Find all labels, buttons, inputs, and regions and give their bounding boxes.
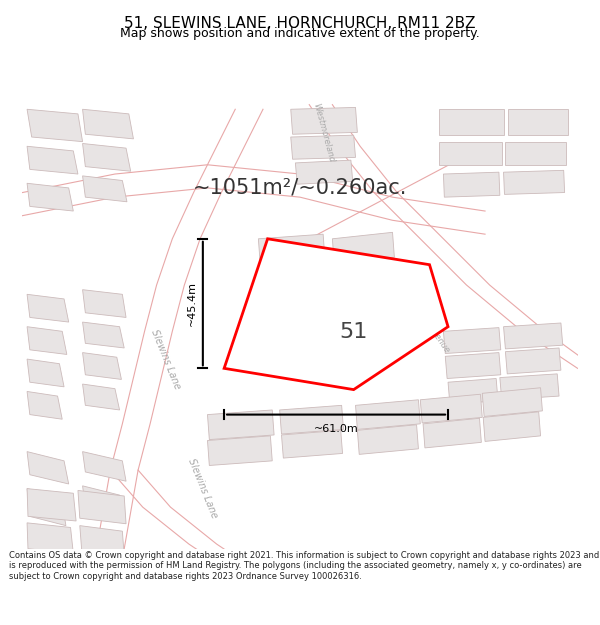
Polygon shape — [423, 418, 481, 448]
Polygon shape — [334, 258, 394, 289]
Text: Map shows position and indicative extent of the property.: Map shows position and indicative extent… — [120, 28, 480, 40]
Polygon shape — [83, 322, 124, 348]
Polygon shape — [505, 348, 561, 374]
Polygon shape — [443, 172, 500, 197]
Polygon shape — [80, 526, 124, 555]
Polygon shape — [83, 289, 126, 318]
Polygon shape — [224, 239, 448, 389]
Polygon shape — [27, 183, 73, 211]
Polygon shape — [280, 406, 343, 434]
Polygon shape — [83, 452, 126, 481]
Polygon shape — [78, 491, 126, 524]
Polygon shape — [27, 146, 78, 174]
Polygon shape — [281, 431, 343, 458]
Polygon shape — [291, 135, 356, 159]
Polygon shape — [420, 394, 482, 423]
Polygon shape — [358, 425, 418, 454]
Polygon shape — [83, 109, 133, 139]
Polygon shape — [27, 391, 62, 419]
Polygon shape — [27, 109, 83, 142]
Polygon shape — [439, 142, 502, 165]
Polygon shape — [261, 285, 320, 313]
Polygon shape — [83, 176, 127, 202]
Polygon shape — [259, 259, 322, 288]
Polygon shape — [27, 294, 68, 322]
Polygon shape — [295, 160, 353, 184]
Polygon shape — [27, 327, 67, 354]
Text: 51: 51 — [340, 321, 368, 341]
Polygon shape — [83, 384, 119, 410]
Polygon shape — [439, 109, 503, 135]
Polygon shape — [448, 379, 498, 404]
Text: Contains OS data © Crown copyright and database right 2021. This information is : Contains OS data © Crown copyright and d… — [9, 551, 599, 581]
Polygon shape — [22, 165, 485, 234]
Text: Slewins Lane: Slewins Lane — [149, 328, 182, 391]
Polygon shape — [27, 359, 64, 387]
Polygon shape — [503, 171, 565, 194]
Polygon shape — [97, 109, 263, 549]
Text: Slewins Lane: Slewins Lane — [186, 458, 220, 520]
Polygon shape — [445, 352, 501, 379]
Polygon shape — [83, 486, 124, 516]
Polygon shape — [356, 400, 420, 429]
Text: 51, SLEWINS LANE, HORNCHURCH, RM11 2BZ: 51, SLEWINS LANE, HORNCHURCH, RM11 2BZ — [124, 16, 476, 31]
Polygon shape — [27, 452, 68, 484]
Polygon shape — [482, 388, 542, 416]
Text: Westmoreland: Westmoreland — [311, 102, 335, 163]
Polygon shape — [208, 436, 272, 466]
Polygon shape — [259, 234, 325, 264]
Text: Westmoreland Avenue: Westmoreland Avenue — [389, 271, 451, 354]
Polygon shape — [483, 412, 541, 441]
Polygon shape — [83, 144, 131, 171]
Polygon shape — [263, 309, 319, 335]
Text: ~45.4m: ~45.4m — [187, 281, 197, 326]
Polygon shape — [83, 352, 121, 379]
Polygon shape — [27, 523, 73, 553]
Polygon shape — [503, 323, 563, 349]
Polygon shape — [27, 489, 76, 521]
Polygon shape — [309, 104, 596, 368]
Text: ~1051m²/~0.260ac.: ~1051m²/~0.260ac. — [193, 178, 407, 198]
Polygon shape — [291, 107, 358, 134]
Polygon shape — [110, 470, 272, 581]
Polygon shape — [27, 489, 66, 526]
Text: ~61.0m: ~61.0m — [314, 424, 358, 434]
Polygon shape — [508, 109, 568, 135]
Polygon shape — [505, 142, 566, 165]
Polygon shape — [500, 374, 559, 400]
Polygon shape — [443, 328, 501, 354]
Polygon shape — [208, 410, 274, 439]
Polygon shape — [332, 232, 394, 264]
